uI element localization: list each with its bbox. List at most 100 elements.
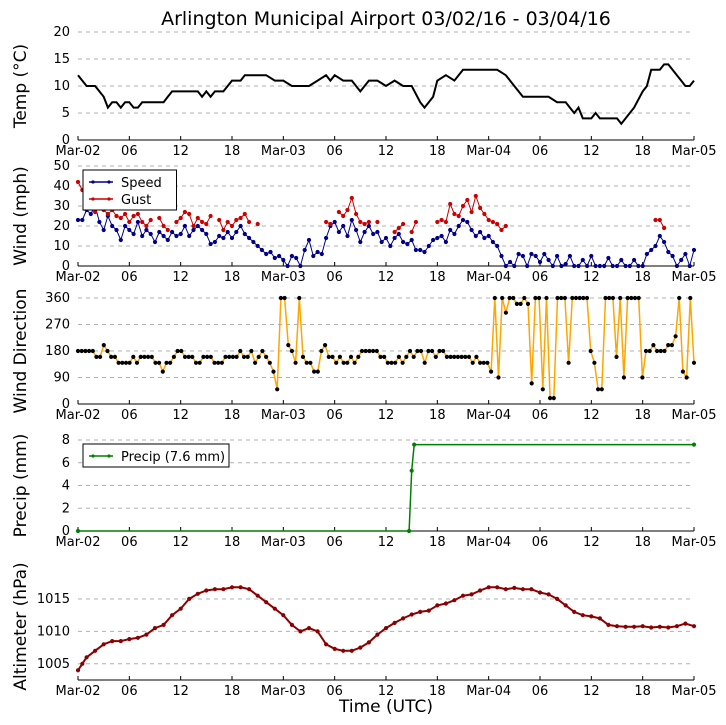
data-point [463, 354, 468, 359]
data-point [358, 239, 363, 245]
data-point [597, 616, 603, 621]
data-point [623, 263, 628, 269]
data-point [110, 223, 115, 229]
data-point [289, 253, 294, 259]
data-point [247, 219, 252, 225]
data-point [193, 360, 199, 365]
data-point [632, 624, 637, 629]
x-tick-label: 12 [583, 684, 600, 699]
chart-title: Arlington Municipal Airport 03/02/16 - 0… [161, 8, 611, 30]
data-point [514, 301, 520, 306]
series-line [338, 196, 370, 225]
data-point [272, 255, 277, 261]
data-point [83, 348, 88, 354]
series-temp [77, 63, 695, 126]
data-point [336, 229, 341, 235]
data-point [520, 587, 526, 592]
data-point [256, 354, 261, 359]
data-point [294, 255, 299, 261]
data-point [389, 360, 394, 365]
series-gust [435, 193, 508, 233]
data-point [385, 360, 390, 365]
data-point [278, 295, 283, 301]
data-point [383, 235, 389, 241]
x-tick-label: 06 [326, 144, 343, 159]
data-point [174, 233, 179, 239]
data-point [174, 219, 179, 225]
data-point [298, 263, 303, 269]
data-point [426, 243, 431, 249]
data-point [84, 655, 89, 660]
data-point [503, 223, 508, 229]
data-point [229, 223, 235, 229]
data-point [647, 348, 652, 354]
data-point [345, 233, 350, 239]
data-point [588, 348, 593, 354]
data-point [585, 263, 590, 269]
y-tick-label: 0 [62, 259, 70, 274]
data-point [311, 253, 316, 259]
data-point [640, 263, 645, 269]
x-tick-label: 18 [429, 270, 446, 285]
data-point [465, 197, 470, 203]
data-point [674, 263, 680, 269]
data-point [341, 360, 346, 365]
data-point [112, 354, 118, 359]
data-point [94, 354, 99, 359]
data-point [555, 295, 560, 301]
data-point [135, 635, 140, 640]
data-point [589, 614, 594, 619]
data-point [379, 239, 384, 245]
x-tick-label: 06 [121, 535, 138, 550]
data-point [359, 348, 365, 354]
data-point [98, 354, 103, 359]
data-point [281, 613, 286, 618]
data-point [533, 253, 538, 259]
data-point [238, 215, 243, 221]
data-point [649, 625, 654, 630]
data-point [323, 343, 328, 348]
data-point [208, 241, 213, 247]
data-point [332, 646, 337, 652]
y-tick-label: 2 [62, 501, 70, 516]
data-point [382, 354, 387, 359]
data-point [118, 237, 123, 243]
series-gust [324, 195, 380, 227]
data-point [146, 354, 151, 359]
data-point [469, 592, 474, 597]
x-tick-label: 06 [326, 684, 343, 699]
x-tick-label: 18 [224, 144, 241, 159]
data-point [592, 360, 597, 365]
legend-marker [107, 197, 111, 201]
data-point [443, 219, 448, 225]
data-point [345, 207, 350, 213]
data-point [503, 263, 508, 269]
x-tick-label: Mar-04 [466, 270, 511, 285]
data-point [426, 348, 431, 354]
data-point [227, 354, 232, 359]
x-tick-label: Mar-02 [56, 684, 101, 699]
y-tick-label: 1005 [37, 657, 70, 672]
x-tick-label: 18 [429, 684, 446, 699]
data-point [259, 247, 264, 253]
data-point [75, 179, 81, 185]
x-tick-label: 12 [583, 270, 600, 285]
data-point [242, 211, 247, 217]
data-point [289, 622, 294, 628]
data-point [140, 233, 145, 239]
data-point [452, 231, 457, 237]
data-point [486, 585, 491, 590]
data-point [396, 231, 401, 237]
data-point [433, 354, 438, 359]
x-tick-label: 06 [326, 535, 343, 550]
data-point [405, 241, 410, 247]
data-point [371, 348, 376, 354]
data-point [127, 360, 132, 365]
data-point [525, 301, 531, 306]
data-point [157, 360, 162, 365]
data-point [439, 217, 444, 223]
data-point [175, 348, 180, 354]
data-point [456, 223, 461, 229]
data-point [201, 354, 206, 359]
data-point [293, 360, 298, 365]
